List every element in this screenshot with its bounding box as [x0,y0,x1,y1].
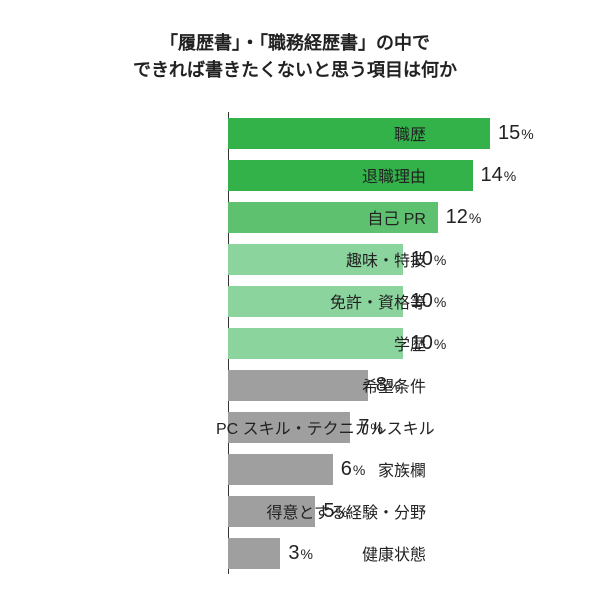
bar-row: 希望条件8% [228,364,570,406]
bar-label: 学歴 [216,331,426,355]
bar-value: 15% [498,122,534,145]
bar-label: 趣味・特技 [216,247,426,271]
bar-label: 自己 PR [216,205,426,229]
bar-label: 免許・資格等 [216,289,426,313]
bar-row: 退職理由14% [228,154,570,196]
bar-row: 家族欄6% [228,448,570,490]
bar-row: 趣味・特技10% [228,238,570,280]
bar-label: PC スキル・テクニカルスキル [216,415,426,439]
bar-label: 希望条件 [216,373,426,397]
bar-row: PC スキル・テクニカルスキル7% [228,406,570,448]
bar-row: 得意とする経験・分野5% [228,490,570,532]
bar-value: 12% [446,206,482,229]
bar-label: 健康状態 [216,541,426,565]
bar-row: 職歴15% [228,112,570,154]
bar-row: 免許・資格等10% [228,280,570,322]
chart-title-line2: できれば書きたくないと思う項目は何か [133,60,457,80]
chart-title-line1: 「履歴書」・「職務経歴書」の中で [160,33,430,53]
bar-label: 職歴 [216,121,426,145]
bar-label: 得意とする経験・分野 [216,499,426,523]
bar-row: 健康状態3% [228,532,570,574]
bar-label: 退職理由 [216,163,426,187]
bar-row: 自己 PR12% [228,196,570,238]
bar-label: 家族欄 [216,457,426,481]
bar-value: 14% [481,164,517,187]
bars-container: 職歴15%退職理由14%自己 PR12%趣味・特技10%免許・資格等10%学歴1… [228,112,570,574]
bar-row: 学歴10% [228,322,570,364]
chart-title: 「履歴書」・「職務経歴書」の中で できれば書きたくないと思う項目は何か [20,30,570,84]
chart-area: 職歴15%退職理由14%自己 PR12%趣味・特技10%免許・資格等10%学歴1… [20,112,570,574]
